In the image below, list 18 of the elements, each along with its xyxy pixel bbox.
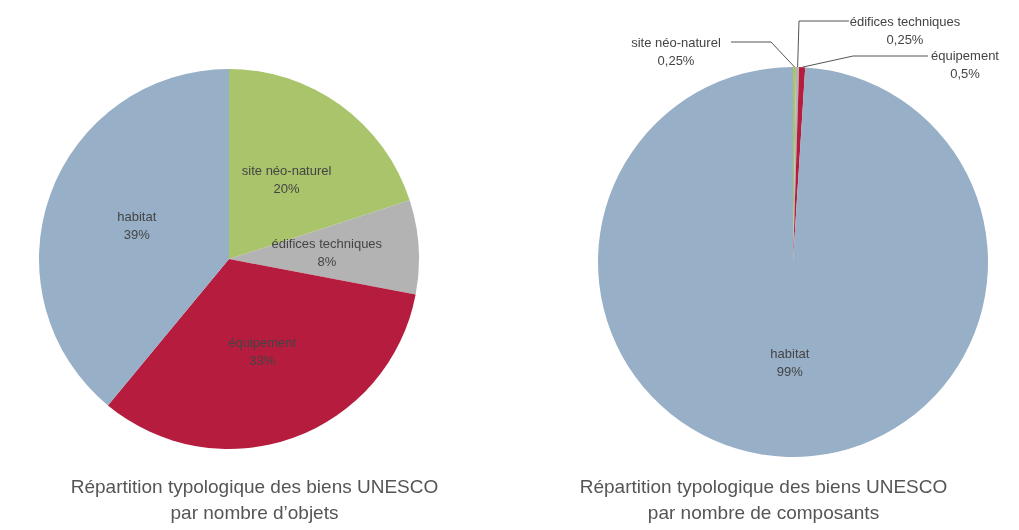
slice-label: site néo-naturel [241,163,332,179]
data-label: 39% [123,227,151,243]
text: Répartition typologique des biens UNESCO par nombre de composants [579,475,948,523]
text: Répartition typologique des biens UNESCO par nombre d’objets [70,475,439,523]
slice-label: habitat [117,209,157,225]
data-label: 0,5% [950,65,981,81]
data-label: 8% [317,254,337,270]
data-label: 20% [273,181,301,197]
data-label: 0,25% [886,31,924,47]
slice-label: équipement [931,47,1000,63]
data-label: 33% [249,352,276,368]
data-label: 0,25% [657,52,695,68]
data-label: 99% [776,363,804,379]
slice-label: habitat [770,345,810,361]
slice-label: édifices techniques [271,236,383,252]
slice-label: équipement [228,334,297,350]
slice-label: site néo-naturel [631,34,721,50]
slice-label: édifices techniques [849,13,961,29]
